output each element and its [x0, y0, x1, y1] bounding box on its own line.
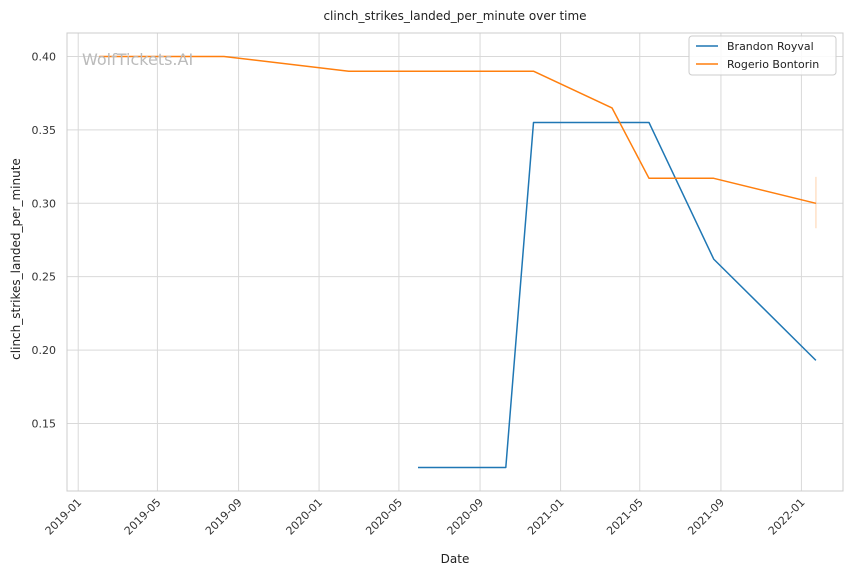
series-line-brandon-royval: [418, 121, 817, 469]
legend: Brandon Royval Rogerio Bontorin: [688, 35, 837, 76]
series-layer: [99, 55, 817, 469]
data-point-rogerio-bontorin: [713, 178, 715, 180]
y-tick-label: 0.20: [32, 344, 57, 357]
data-point-rogerio-bontorin: [223, 56, 225, 58]
data-point-brandon-royval: [713, 258, 715, 260]
data-point-brandon-royval: [505, 467, 507, 469]
data-point-rogerio-bontorin: [348, 70, 350, 72]
data-point-rogerio-bontorin: [533, 70, 535, 72]
legend-label: Brandon Royval: [727, 40, 814, 53]
series-line-rogerio-bontorin: [99, 55, 817, 205]
y-tick-label: 0.35: [32, 124, 57, 137]
y-tick-label: 0.15: [32, 417, 57, 430]
y-axis-ticks: 0.15 0.20 0.25 0.30 0.35 0.40: [32, 50, 57, 430]
y-tick-label: 0.30: [32, 197, 57, 210]
data-point-rogerio-bontorin: [648, 178, 650, 180]
y-tick-label: 0.40: [32, 50, 57, 63]
legend-box: [688, 35, 837, 76]
gridlines: [67, 33, 843, 491]
y-tick-label: 0.25: [32, 271, 57, 284]
x-axis-label: Date: [441, 552, 470, 566]
chart-title: clinch_strikes_landed_per_minute over ti…: [323, 9, 586, 23]
legend-label: Rogerio Bontorin: [727, 58, 819, 71]
plot-area: [66, 32, 844, 492]
data-point-brandon-royval: [533, 122, 535, 124]
data-point-brandon-royval: [648, 122, 650, 124]
watermark: WolfTickets.AI: [82, 50, 193, 69]
data-point-brandon-royval: [815, 360, 817, 362]
data-point-brandon-royval: [417, 467, 419, 469]
data-point-rogerio-bontorin: [611, 107, 613, 109]
y-axis-label: clinch_strikes_landed_per_minute: [9, 158, 23, 360]
